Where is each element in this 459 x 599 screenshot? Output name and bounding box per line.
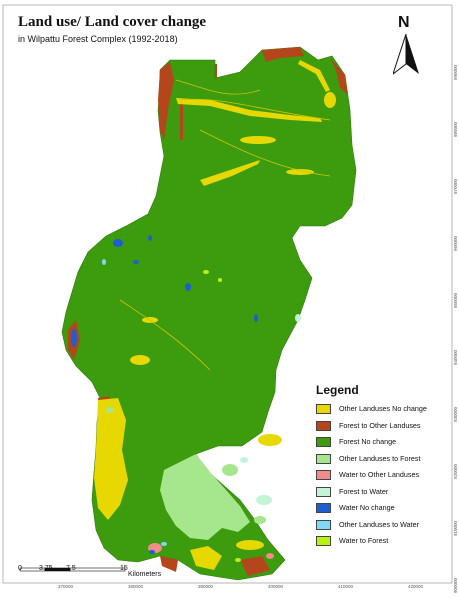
legend-swatch [316, 404, 331, 414]
y-tick-label: 930000 [453, 406, 458, 422]
forest-to-other-landuses-patches [68, 47, 348, 576]
legend-label: Water to Other Landuses [339, 470, 420, 479]
x-tick-label: 420000 [408, 584, 424, 589]
scale-bar: 0 3.75 7.5 15 [16, 565, 186, 581]
north-arrow-icon [393, 34, 419, 75]
y-tick-label: 910000 [453, 520, 458, 536]
x-tick-label: 410000 [338, 584, 354, 589]
legend-item: Water to Forest [316, 535, 444, 548]
y-tick-label: 970000 [453, 178, 458, 194]
legend-label: Forest to Water [339, 486, 389, 496]
legend-item: Other Landuses to Water [316, 519, 444, 532]
y-tick-label: 900000 [453, 577, 458, 593]
legend-item: Forest No change [316, 436, 444, 449]
legend-item: Water No change [316, 502, 444, 515]
x-tick-label: 390000 [198, 584, 214, 589]
x-tick-label: 380000 [128, 584, 144, 589]
y-tick-label: 960000 [453, 235, 458, 251]
legend-item: Other Landuses No change [316, 403, 444, 416]
y-tick-label: 920000 [453, 463, 458, 479]
legend: Legend Other Landuses No change Forest to… [311, 381, 441, 553]
other-landuses-no-change-patches [94, 60, 336, 570]
water-no-change-patches [71, 235, 258, 554]
legend-swatch [316, 453, 331, 464]
y-tick-label: 950000 [453, 292, 458, 308]
legend-label: Forest No change [339, 437, 397, 446]
legend-swatch [316, 470, 331, 480]
legend-swatch [316, 536, 331, 546]
scale-unit: Kilometers [128, 571, 162, 578]
scale-label-2: 7.5 [66, 565, 76, 572]
x-tick-label: 400000 [268, 584, 284, 589]
legend-label: Other Landuses to Forest [339, 453, 421, 463]
y-tick-label: 940000 [453, 349, 458, 365]
scale-label-1: 3.75 [39, 565, 53, 572]
scale-label-0: 0 [18, 565, 22, 572]
y-tick-label: 990000 [453, 64, 458, 80]
drainage-lines [119, 79, 331, 371]
legend-label: Forest to Other Landuses [339, 420, 421, 430]
legend-title: Legend [316, 383, 359, 397]
legend-item: Forest to Water [316, 486, 444, 499]
legend-swatch [316, 503, 331, 513]
legend-swatch [316, 486, 331, 497]
forest-to-water-patches [240, 314, 301, 505]
legend-label: Other Landuses No change [339, 404, 427, 413]
legend-item: Water to Other Landuses [316, 469, 444, 482]
north-arrow: N [393, 14, 419, 76]
north-label: N [398, 14, 410, 31]
x-tick-label: 370000 [58, 584, 74, 589]
legend-label: Water No change [339, 503, 395, 512]
legend-item: Other Landuses to Forest [316, 453, 444, 466]
other-landuses-to-forest-patches [106, 407, 266, 540]
other-landuses-to-water-patches [102, 259, 167, 546]
legend-label: Other Landuses to Water [339, 519, 420, 529]
map-title: Land use/ Land cover change [18, 14, 207, 30]
water-to-forest-patches [203, 270, 241, 562]
legend-item: Forest to Other Landuses [316, 420, 444, 433]
y-tick-label: 980000 [453, 121, 458, 137]
legend-swatch [316, 519, 331, 530]
map-subtitle: in Wilpattu Forest Complex (1992-2018) [18, 34, 178, 44]
legend-swatch [316, 437, 331, 447]
legend-swatch [316, 420, 331, 431]
scale-label-3: 15 [120, 565, 128, 572]
scale-bar-graphic [19, 567, 126, 572]
legend-label: Water to Forest [339, 536, 389, 545]
